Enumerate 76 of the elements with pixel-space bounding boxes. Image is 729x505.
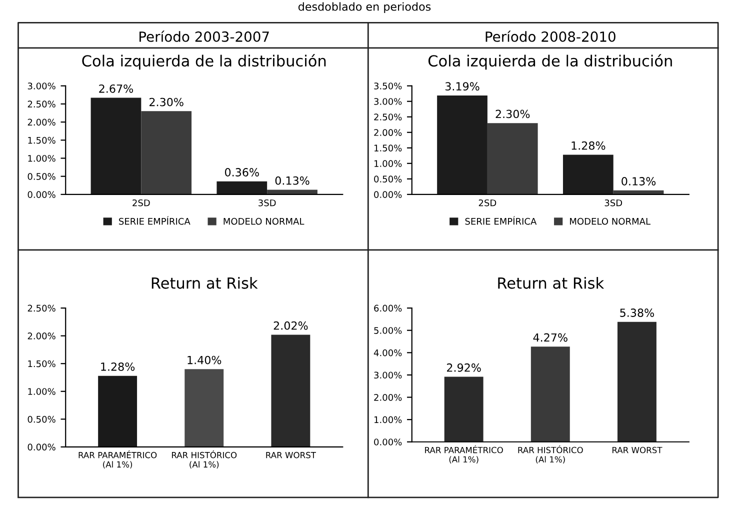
legend-label: SERIE EMPÍRICA bbox=[465, 216, 537, 225]
y-tick-label: 2.00% bbox=[374, 394, 402, 401]
y-tick-label: 2.00% bbox=[28, 332, 56, 340]
bar bbox=[271, 334, 310, 447]
y-tick-label: 0.00% bbox=[28, 444, 56, 450]
y-tick-label: 3.00% bbox=[374, 372, 402, 379]
y-tick-label: 1.50% bbox=[28, 136, 56, 144]
y-tick-label: 0.00% bbox=[374, 438, 402, 446]
data-label: 0.13% bbox=[275, 176, 310, 185]
data-label: 2.92% bbox=[446, 363, 481, 372]
y-tick-label: 1.50% bbox=[28, 360, 56, 368]
bar bbox=[617, 322, 656, 442]
chart-title: Return at Risk bbox=[498, 276, 604, 289]
x-tick-label: RAR HISTÓRICO (Al 1%) bbox=[172, 450, 237, 469]
data-label: 1.28% bbox=[101, 362, 135, 371]
y-tick-label: 6.00% bbox=[374, 304, 402, 312]
data-label: 0.36% bbox=[224, 168, 259, 176]
data-label: 2.02% bbox=[274, 321, 308, 330]
chart-subtitle: Período 2008-2010 bbox=[486, 30, 616, 42]
legend-label: MODELO NORMAL bbox=[224, 218, 304, 225]
y-tick-label: 0.50% bbox=[374, 176, 402, 182]
y-tick-label: 4.00% bbox=[374, 349, 402, 356]
chart-title: Return at Risk bbox=[152, 276, 258, 289]
bar bbox=[141, 111, 192, 194]
data-label: 1.28% bbox=[572, 141, 606, 150]
bar bbox=[90, 98, 142, 194]
data-label: 1.40% bbox=[188, 356, 222, 364]
y-tick-label: 1.00% bbox=[374, 416, 402, 424]
chart-title: Cola izquierda de la distribución bbox=[428, 54, 672, 70]
y-tick-label: 2.00% bbox=[28, 118, 56, 126]
x-tick-label: 2SD bbox=[132, 199, 150, 206]
bar bbox=[562, 154, 614, 194]
y-tick-label: 1.50% bbox=[374, 144, 402, 152]
legend-label: MODELO NORMAL bbox=[570, 218, 650, 225]
y-tick-label: 2.50% bbox=[374, 114, 402, 120]
chart-title: Cola izquierda de la distribución bbox=[82, 54, 326, 70]
x-tick-label: 3SD bbox=[258, 199, 276, 206]
y-tick-label: 2.50% bbox=[28, 304, 56, 312]
x-tick-label: RAR WORST bbox=[266, 452, 316, 458]
legend-label: SERIE EMPÍRICA bbox=[119, 216, 190, 225]
data-label: 4.27% bbox=[533, 333, 568, 342]
bar bbox=[98, 376, 138, 447]
y-tick-label: 3.00% bbox=[28, 82, 56, 90]
chart-subtitle: Período 2003-2007 bbox=[140, 30, 269, 42]
bar bbox=[216, 181, 268, 194]
data-label: 0.13% bbox=[622, 177, 656, 186]
y-tick-label: 0.00% bbox=[28, 191, 56, 198]
data-label: 5.38% bbox=[620, 308, 654, 317]
bar bbox=[444, 376, 484, 442]
x-tick-label: 3SD bbox=[604, 199, 622, 206]
x-tick-label: 2SD bbox=[478, 199, 496, 206]
x-tick-label: RAR PARAMÉTRICO (Al 1%) bbox=[425, 445, 503, 464]
bar bbox=[184, 369, 224, 447]
y-tick-label: 1.00% bbox=[374, 160, 402, 167]
y-tick-label: 1.00% bbox=[28, 388, 56, 395]
text: desdoblado en periodos bbox=[298, 2, 431, 13]
y-tick-label: 3.50% bbox=[374, 82, 402, 90]
x-tick-label: RAR HISTÓRICO (Al 1%) bbox=[518, 445, 583, 464]
bar bbox=[530, 346, 570, 442]
bar bbox=[437, 95, 488, 194]
y-tick-label: 1.00% bbox=[28, 154, 56, 162]
data-label: 2.67% bbox=[99, 84, 134, 93]
x-tick-label: RAR PARAMÉTRICO (Al 1%) bbox=[78, 450, 157, 469]
bar bbox=[487, 123, 538, 194]
y-tick-label: 3.00% bbox=[374, 98, 402, 105]
y-tick-label: 0.00% bbox=[374, 191, 402, 198]
y-tick-label: 0.50% bbox=[28, 173, 56, 180]
y-tick-label: 5.00% bbox=[374, 327, 402, 334]
data-label: 2.30% bbox=[496, 110, 530, 118]
y-tick-label: 2.00% bbox=[374, 129, 402, 136]
y-tick-label: 2.50% bbox=[28, 100, 56, 108]
data-label: 3.19% bbox=[445, 82, 480, 91]
y-tick-label: 0.50% bbox=[28, 416, 56, 423]
x-tick-label: RAR WORST bbox=[612, 446, 662, 454]
bar bbox=[267, 190, 318, 194]
data-label: 2.30% bbox=[150, 98, 184, 106]
